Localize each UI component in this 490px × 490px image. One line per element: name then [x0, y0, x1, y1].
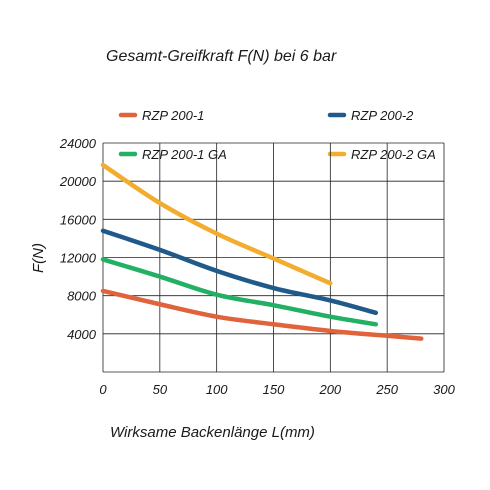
legend-label: RZP 200-1 GA	[142, 147, 227, 162]
y-tick-label: 24000	[59, 136, 97, 151]
legend: RZP 200-1 RZP 200-2 RZP 200-1 GA RZP 200-2 …	[118, 108, 436, 162]
x-tick-label: 0	[99, 382, 107, 397]
x-tick-label: 200	[318, 382, 341, 397]
x-tick-label: 100	[206, 382, 228, 397]
y-tick-label: 4000	[67, 327, 97, 342]
chart-title: Gesamt-Greifkraft F(N) bei 6 bar	[106, 48, 337, 65]
legend-label: RZP 200-2 GA	[351, 147, 436, 162]
tick-labels: 0 50 100 150 200 250 300 4000 8000 12000 16000 2000…	[59, 136, 456, 397]
legend-label: RZP 200-2	[351, 108, 414, 123]
legend-label: RZP 200-1	[142, 108, 204, 123]
y-tick-label: 8000	[67, 289, 97, 304]
y-tick-label: 12000	[60, 251, 97, 266]
x-tick-label: 50	[153, 382, 168, 397]
x-axis-label: Wirksame Backenlänge L(mm)	[110, 424, 315, 441]
x-tick-label: 300	[433, 382, 455, 397]
series-lines	[100, 162, 424, 341]
x-tick-label: 250	[375, 382, 398, 397]
x-tick-label: 150	[263, 382, 285, 397]
y-tick-label: 20000	[59, 174, 97, 189]
series-line-2	[100, 228, 379, 316]
y-tick-label: 16000	[60, 212, 97, 227]
y-axis-label: F(N)	[30, 243, 47, 273]
series-line-3	[100, 257, 379, 327]
series-line-4	[100, 162, 333, 286]
series-line-1	[100, 288, 424, 341]
